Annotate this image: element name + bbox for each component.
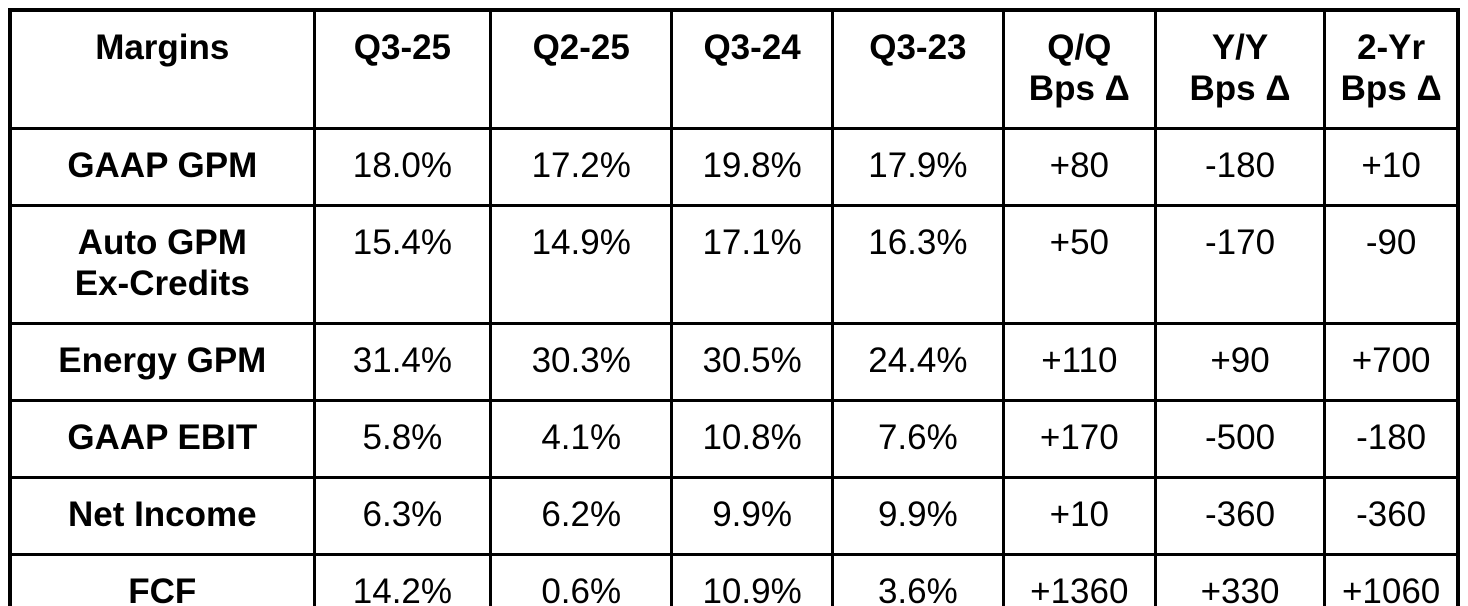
column-header: Q2-25 (489, 8, 674, 130)
column-header: Q3-24 (670, 8, 834, 130)
table-cell: 30.3% (489, 322, 674, 402)
table-cell: 17.1% (670, 204, 834, 325)
table-row: Energy GPM 31.4% 30.3% 30.5% 24.4% +110 +90 +70… (8, 322, 1460, 402)
table-cell: 16.3% (830, 204, 1005, 325)
table-cell: +110 (1001, 322, 1157, 402)
table-row: Auto GPM Ex-Credits 15.4% 14.9% 17.1% 16.3% +… (8, 204, 1460, 325)
table-cell: 7.6% (830, 399, 1005, 479)
row-label: GAAP EBIT (8, 399, 316, 479)
table-cell: -500 (1153, 399, 1327, 479)
row-label: FCF (8, 553, 316, 606)
column-header: Q/Q Bps Δ (1001, 8, 1157, 130)
margins-table: Margins Q3-25 Q2-25 Q3-24 Q3-23 Q/Q Bps Δ Y/Y … (8, 8, 1460, 606)
table-cell: +1060 (1323, 553, 1460, 606)
table-cell: 9.9% (830, 476, 1005, 556)
column-header: Y/Y Bps Δ (1153, 8, 1327, 130)
table-cell: 15.4% (312, 204, 493, 325)
table-row: FCF 14.2% 0.6% 10.9% 3.6% +1360 +330 +1060 (8, 553, 1460, 606)
table-cell: 14.9% (489, 204, 674, 325)
table-cell: 17.2% (489, 127, 674, 207)
table-cell: -170 (1153, 204, 1327, 325)
table-cell: 31.4% (312, 322, 493, 402)
table-cell: +10 (1323, 127, 1460, 207)
table-cell: 6.2% (489, 476, 674, 556)
table-cell: -360 (1153, 476, 1327, 556)
table-row: GAAP EBIT 5.8% 4.1% 10.8% 7.6% +170 -500 -180 (8, 399, 1460, 479)
table-cell: +80 (1001, 127, 1157, 207)
table-cell: 10.8% (670, 399, 834, 479)
table-cell: 30.5% (670, 322, 834, 402)
column-header-margins: Margins (8, 8, 316, 130)
table-cell: 0.6% (489, 553, 674, 606)
column-header: Q3-23 (830, 8, 1005, 130)
table-cell: +330 (1153, 553, 1327, 606)
column-header: 2-Yr Bps Δ (1323, 8, 1460, 130)
table-cell: +10 (1001, 476, 1157, 556)
row-label: Auto GPM Ex-Credits (8, 204, 316, 325)
table-cell: -90 (1323, 204, 1460, 325)
row-label: GAAP GPM (8, 127, 316, 207)
table-cell: +700 (1323, 322, 1460, 402)
table-cell: 4.1% (489, 399, 674, 479)
table-cell: +50 (1001, 204, 1157, 325)
table-cell: 9.9% (670, 476, 834, 556)
table-cell: +90 (1153, 322, 1327, 402)
column-header: Q3-25 (312, 8, 493, 130)
table-cell: 18.0% (312, 127, 493, 207)
table-cell: -180 (1153, 127, 1327, 207)
table-cell: 3.6% (830, 553, 1005, 606)
table-cell: 24.4% (830, 322, 1005, 402)
row-label: Net Income (8, 476, 316, 556)
table-cell: -360 (1323, 476, 1460, 556)
table-row: Net Income 6.3% 6.2% 9.9% 9.9% +10 -360 -360 (8, 476, 1460, 556)
table-cell: 5.8% (312, 399, 493, 479)
table-cell: +170 (1001, 399, 1157, 479)
table-cell: 19.8% (670, 127, 834, 207)
table-cell: 14.2% (312, 553, 493, 606)
table-header-row: Margins Q3-25 Q2-25 Q3-24 Q3-23 Q/Q Bps Δ Y/Y … (8, 8, 1460, 130)
table-cell: 6.3% (312, 476, 493, 556)
table-cell: +1360 (1001, 553, 1157, 606)
row-label: Energy GPM (8, 322, 316, 402)
table-row: GAAP GPM 18.0% 17.2% 19.8% 17.9% +80 -180 +10 (8, 127, 1460, 207)
table-cell: 10.9% (670, 553, 834, 606)
table-cell: -180 (1323, 399, 1460, 479)
table-cell: 17.9% (830, 127, 1005, 207)
